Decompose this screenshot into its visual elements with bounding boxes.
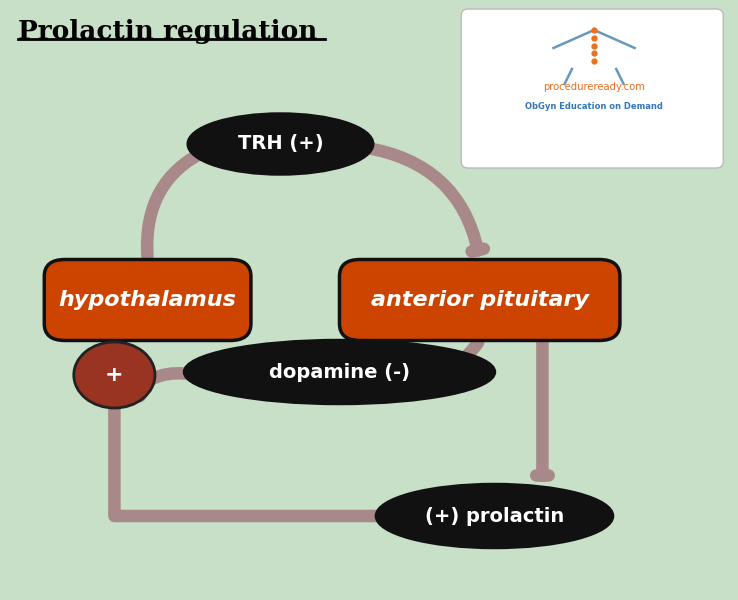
Text: procedureready.com: procedureready.com [543,82,645,92]
FancyBboxPatch shape [339,259,620,340]
Ellipse shape [184,340,494,403]
Text: ObGyn Education on Demand: ObGyn Education on Demand [525,102,663,112]
Ellipse shape [376,485,613,547]
Text: hypothalamus: hypothalamus [58,290,237,310]
FancyBboxPatch shape [461,9,723,168]
FancyBboxPatch shape [44,259,251,340]
Text: TRH (+): TRH (+) [238,134,323,154]
Text: dopamine (-): dopamine (-) [269,362,410,382]
Text: +: + [105,365,124,385]
Text: (+) prolactin: (+) prolactin [425,506,564,526]
Text: anterior pituitary: anterior pituitary [370,290,589,310]
Ellipse shape [188,114,373,174]
Text: Prolactin regulation: Prolactin regulation [18,19,318,44]
Circle shape [74,342,155,408]
